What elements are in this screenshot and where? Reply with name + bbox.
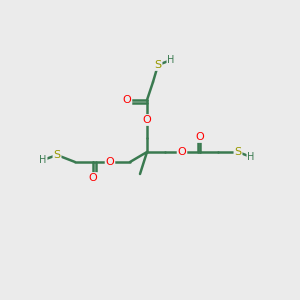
Text: S: S — [234, 147, 242, 157]
Text: O: O — [196, 132, 204, 142]
Text: H: H — [247, 152, 255, 162]
Text: H: H — [167, 55, 175, 65]
Text: O: O — [142, 115, 152, 125]
Text: S: S — [154, 60, 162, 70]
Text: O: O — [88, 173, 98, 183]
Text: O: O — [106, 157, 114, 167]
Text: S: S — [53, 150, 61, 160]
Text: O: O — [178, 147, 186, 157]
Text: O: O — [123, 95, 131, 105]
Text: H: H — [39, 155, 47, 165]
